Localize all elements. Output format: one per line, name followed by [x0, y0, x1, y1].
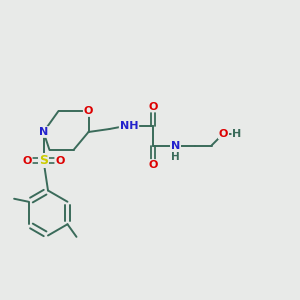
Text: N: N [171, 140, 180, 151]
Text: N: N [39, 127, 48, 137]
Text: O: O [55, 155, 65, 166]
Text: NH: NH [120, 121, 138, 131]
Text: S: S [39, 154, 48, 167]
Text: O: O [148, 160, 158, 170]
Text: H: H [171, 152, 180, 162]
Text: O: O [219, 128, 228, 139]
Text: H: H [232, 128, 242, 139]
Text: O: O [148, 101, 158, 112]
Text: O: O [22, 155, 32, 166]
Text: O: O [84, 106, 93, 116]
